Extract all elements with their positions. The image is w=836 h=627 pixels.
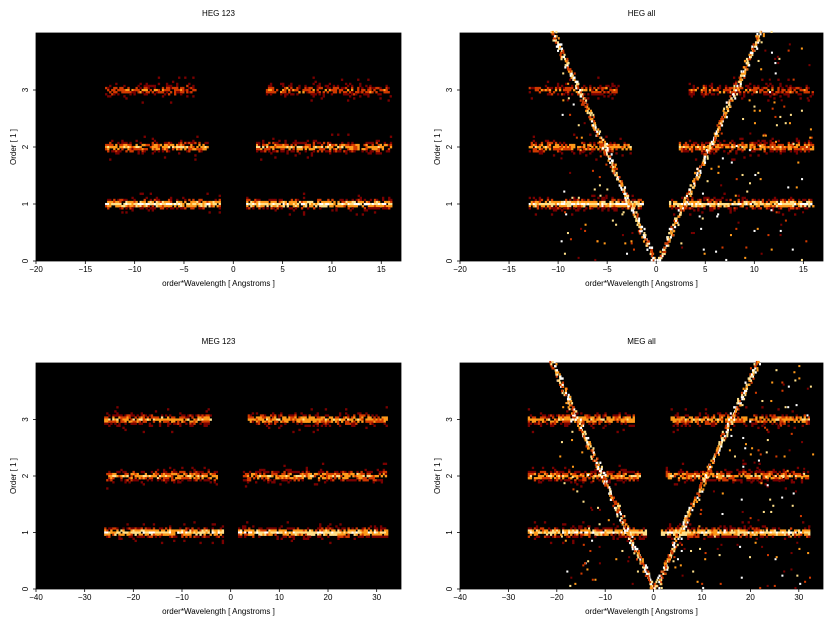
heg-123-ytick-label: 2 — [21, 144, 30, 149]
meg-123-xtick-label: −20 — [127, 593, 141, 602]
heg-123-ytick-label: 3 — [21, 87, 30, 92]
heg-all-order-3-band — [528, 76, 814, 102]
heg-123-order-2-band — [105, 133, 393, 161]
heg-all-xtick-label: 0 — [654, 265, 659, 274]
heg-123-xtick-label: −15 — [79, 265, 93, 274]
heg-all-ytick-label: 1 — [445, 201, 454, 206]
meg-123-ytick-label: 3 — [21, 417, 30, 422]
heg-all-x-axis-label: order*Wavelength [ Angstroms ] — [585, 279, 698, 288]
heg-123-y-axis-label: Order [ 1 ] — [9, 129, 18, 165]
heg-123-xtick-label: −10 — [128, 265, 142, 274]
heg-all-counts — [528, 30, 815, 262]
meg-all-xtick-label: 20 — [746, 593, 755, 602]
meg-123-counts — [104, 406, 389, 545]
meg-all-x-axis-label: order*Wavelength [ Angstroms ] — [585, 607, 698, 616]
meg-123-xtick-label: 30 — [372, 593, 381, 602]
meg-123-xtick-label: 20 — [324, 593, 333, 602]
meg-123-xtick-label: −30 — [78, 593, 92, 602]
heg-123-x-axis-label: order*Wavelength [ Angstroms ] — [162, 279, 275, 288]
heg-123-order-1-band — [105, 192, 393, 216]
heg-all-y-axis-label: Order [ 1 ] — [433, 129, 442, 165]
meg-123-y-axis-label: Order [ 1 ] — [9, 458, 18, 494]
heg-all-xtick-label: 15 — [799, 265, 808, 274]
heg-123-ytick-label: 1 — [21, 201, 30, 206]
heg-all-title: HEG all — [628, 9, 656, 18]
heg-123-xtick-label: −20 — [29, 265, 43, 274]
heg-123-xtick-label: −5 — [179, 265, 189, 274]
meg-123-order-2-band — [106, 462, 388, 490]
meg-all-heatmap: −40 −30 −20 −10 0 10 20 30 0 1 2 3 MEG all order*Wave… — [433, 337, 824, 616]
meg-123-ytick-label: 0 — [21, 586, 30, 591]
meg-all-y-axis-label: Order [ 1 ] — [433, 458, 442, 494]
meg-all-zero-order-wedge — [549, 360, 815, 590]
meg-123-panel: −40 −30 −20 −10 0 10 20 30 0 1 2 3 MEG 123 order*Wave… — [0, 313, 418, 627]
meg-all-xtick-label: −30 — [502, 593, 516, 602]
meg-123-order-3-band — [104, 406, 388, 434]
heg-all-xtick-label: −20 — [453, 265, 467, 274]
meg-123-ytick-label: 2 — [21, 473, 30, 478]
meg-all-order-1-band — [527, 521, 811, 545]
meg-all-ytick-label: 2 — [445, 473, 454, 478]
heg-all-xtick-label: −10 — [551, 265, 565, 274]
meg-all-xtick-label: −10 — [598, 593, 612, 602]
heg-all-ytick-label: 3 — [445, 87, 454, 92]
meg-all-ytick-label: 0 — [445, 586, 454, 591]
heg-all-xtick-label: 10 — [750, 265, 759, 274]
heg-123-counts — [105, 76, 393, 216]
meg-all-xtick-label: 10 — [698, 593, 707, 602]
heg-123-order-3-band — [105, 76, 392, 104]
heg-all-xtick-label: −5 — [603, 265, 613, 274]
meg-all-xtick-label: −20 — [550, 593, 564, 602]
heg-123-ytick-label: 0 — [21, 258, 30, 263]
heg-123-xtick-label: 10 — [327, 265, 336, 274]
heg-all-xtick-label: −15 — [502, 265, 516, 274]
heg-all-heatmap: −20 −15 −10 −5 0 5 10 15 0 1 2 3 HEG all order*Wavele… — [433, 9, 824, 288]
meg-123-heatmap: −40 −30 −20 −10 0 10 20 30 0 1 2 3 MEG 123 order*Wave… — [9, 337, 402, 616]
meg-all-title: MEG all — [627, 337, 656, 346]
heg-all-zero-order-wedge — [550, 30, 813, 262]
meg-all-xtick-label: 30 — [794, 593, 803, 602]
heg-123-heatmap: −20 −15 −10 −5 0 5 10 15 0 1 2 3 HEG 123 order*Wavele… — [9, 9, 402, 288]
heg-all-ytick-label: 0 — [445, 258, 454, 263]
meg-all-ytick-label: 1 — [445, 530, 454, 535]
meg-all-xtick-label: −40 — [453, 593, 467, 602]
meg-123-order-1-band — [104, 521, 389, 545]
heg-123-title: HEG 123 — [202, 9, 235, 18]
heg-123-panel: −20 −15 −10 −5 0 5 10 15 0 1 2 3 HEG 123 order*Wavele… — [0, 0, 418, 313]
meg-all-xtick-label: 0 — [651, 593, 656, 602]
meg-123-ytick-label: 1 — [21, 530, 30, 535]
meg-123-title: MEG 123 — [202, 337, 236, 346]
heg-all-ytick-label: 2 — [445, 144, 454, 149]
meg-123-xtick-label: −40 — [29, 593, 43, 602]
meg-all-panel: −40 −30 −20 −10 0 10 20 30 0 1 2 3 MEG all order*Wave… — [418, 313, 836, 627]
meg-123-xtick-label: 10 — [275, 593, 284, 602]
heg-123-xtick-label: 0 — [231, 265, 236, 274]
meg-123-x-axis-label: order*Wavelength [ Angstroms ] — [162, 607, 275, 616]
heg-all-panel: −20 −15 −10 −5 0 5 10 15 0 1 2 3 HEG all order*Wavele… — [418, 0, 836, 313]
meg-all-order-3-band — [527, 406, 810, 434]
heg-123-xtick-label: 15 — [377, 265, 386, 274]
heg-123-xtick-label: 5 — [280, 265, 285, 274]
meg-all-ytick-label: 3 — [445, 417, 454, 422]
meg-all-counts — [527, 360, 815, 590]
meg-123-xtick-label: 0 — [228, 593, 233, 602]
meg-123-xtick-label: −10 — [175, 593, 189, 602]
heg-all-xtick-label: 5 — [703, 265, 708, 274]
